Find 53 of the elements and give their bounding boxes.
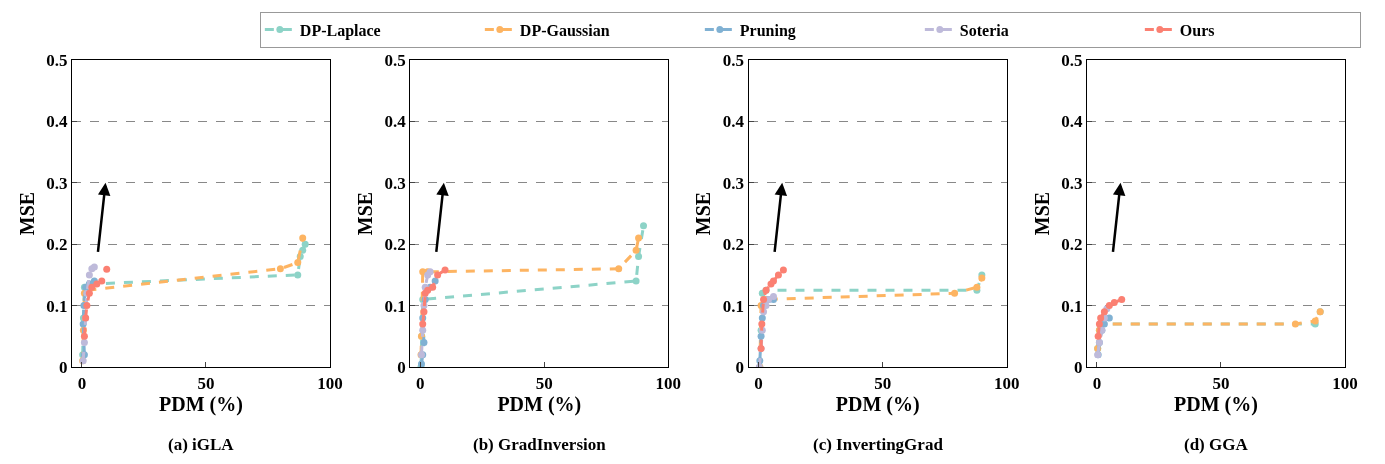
y-tick-label: 0.3 <box>1061 173 1083 193</box>
y-tick-label: 0.2 <box>384 235 406 255</box>
x-axis-title: PDM (%) <box>835 392 920 416</box>
y-tick-label: 0.1 <box>384 296 406 316</box>
y-tick-label: 0.1 <box>46 296 68 316</box>
legend-label: DP-Laplace <box>299 21 381 40</box>
y-axis-title: MSE <box>354 191 377 236</box>
y-axis-title: MSE <box>1030 191 1053 236</box>
x-tick-label: 50 <box>874 373 892 393</box>
x-tick-label: 50 <box>197 373 215 393</box>
y-tick-label: 0 <box>1073 357 1083 377</box>
y-tick-label: 0 <box>58 357 68 377</box>
x-tick-label: 0 <box>77 373 87 393</box>
y-tick-label: 0.3 <box>722 173 745 193</box>
legend-label: Soteria <box>959 21 1009 39</box>
text: (a) iGLA <box>168 435 235 454</box>
x-tick-label: 0 <box>416 373 425 393</box>
legend-label: DP-Gaussian <box>519 21 610 39</box>
x-tick-label: 100 <box>993 373 1020 393</box>
text: (d) GGA <box>1184 435 1249 454</box>
y-tick-label: 0 <box>397 357 406 377</box>
x-tick-label: 0 <box>1092 373 1102 393</box>
legend-label: Pruning <box>739 21 796 40</box>
text: (b) GradInversion <box>473 435 607 454</box>
y-tick-label: 0.2 <box>722 235 745 255</box>
y-tick-label: 0.2 <box>1061 235 1083 255</box>
x-tick-label: 0 <box>754 373 763 393</box>
x-tick-label: 100 <box>655 373 682 393</box>
y-tick-label: 0.5 <box>46 50 68 70</box>
y-tick-label: 0.4 <box>1061 112 1083 132</box>
x-tick-label: 50 <box>535 373 553 393</box>
y-tick-label: 0.1 <box>722 296 745 316</box>
y-axis-title: MSE <box>15 191 38 236</box>
y-tick-label: 0.2 <box>46 235 68 255</box>
y-tick-label: 0.4 <box>722 112 745 132</box>
y-tick-label: 0.3 <box>384 173 406 193</box>
legend-label: Ours <box>1179 21 1215 39</box>
x-tick-label: 50 <box>1212 373 1230 393</box>
y-axis-title: MSE <box>692 191 715 236</box>
x-tick-label: 100 <box>1332 373 1358 393</box>
y-tick-label: 0.5 <box>1061 50 1083 70</box>
y-tick-label: 0.3 <box>46 173 68 193</box>
y-tick-label: 0.1 <box>1061 296 1083 316</box>
y-tick-label: 0.5 <box>722 50 745 70</box>
x-axis-title: PDM (%) <box>1174 392 1258 416</box>
y-tick-label: 0.5 <box>384 50 406 70</box>
x-axis-title: PDM (%) <box>159 392 243 416</box>
text: (c) InvertingGrad <box>813 435 944 454</box>
x-axis-title: PDM (%) <box>497 392 582 416</box>
y-tick-label: 0.4 <box>384 112 407 132</box>
y-tick-label: 0.4 <box>46 112 68 132</box>
x-tick-label: 100 <box>317 373 343 393</box>
y-tick-label: 0 <box>735 357 745 377</box>
